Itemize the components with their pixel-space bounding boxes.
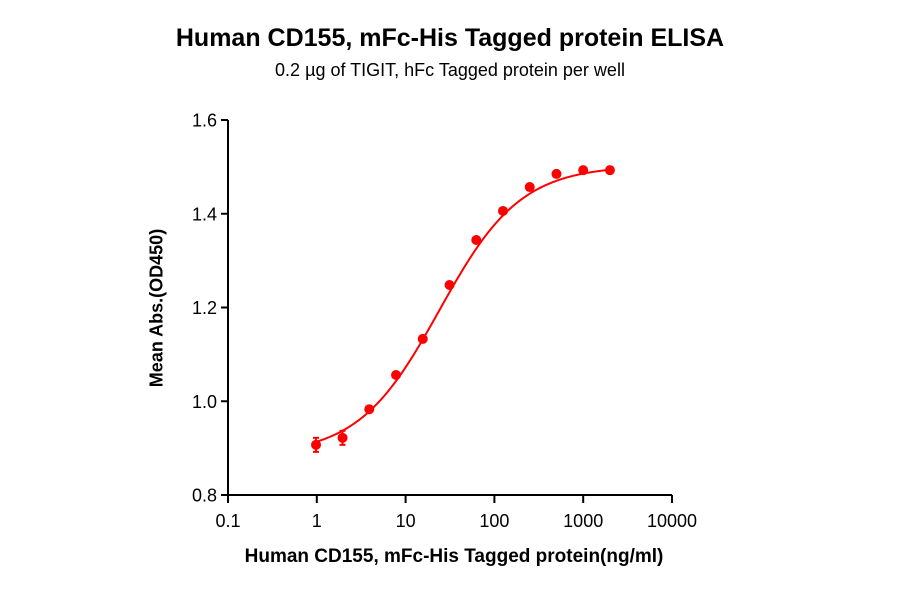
chart-title: Human CD155, mFc-His Tagged protein ELIS…	[175, 24, 725, 52]
x-tick-label: 10000	[647, 511, 697, 531]
data-point	[364, 404, 375, 415]
x-tick-label: 1	[312, 511, 322, 531]
data-point	[311, 439, 322, 450]
y-tick-label: 1.0	[192, 392, 217, 412]
x-tick-label: 1000	[563, 511, 603, 531]
y-tick-label: 1.2	[192, 298, 217, 318]
data-points	[311, 165, 615, 453]
y-tick-label: 0.8	[192, 486, 217, 506]
data-point	[578, 165, 589, 176]
data-point	[444, 280, 455, 290]
x-tick-label: 10	[396, 511, 416, 531]
chart-subtitle: 0.2 µg of TIGIT, hFc Tagged protein per …	[275, 60, 625, 80]
data-point	[551, 168, 562, 179]
fit-curve	[315, 168, 611, 443]
data-point	[391, 370, 402, 380]
data-point	[417, 333, 428, 344]
axes: 0.8 1.0 1.2 1.4 1.6 0.1 1 10 100 1000 10000	[192, 111, 697, 532]
y-tick-label: 1.4	[192, 204, 217, 224]
data-point	[337, 432, 348, 443]
data-point	[524, 182, 535, 193]
fit-line	[315, 168, 611, 443]
x-axis-label: Human CD155, mFc-His Tagged protein(ng/m…	[244, 546, 664, 567]
data-point	[471, 235, 482, 245]
x-tick-label: 100	[479, 511, 509, 531]
y-tick-label: 1.6	[192, 111, 217, 131]
data-point	[604, 165, 615, 176]
x-tick-label: 0.1	[215, 511, 240, 531]
data-point	[498, 205, 509, 216]
